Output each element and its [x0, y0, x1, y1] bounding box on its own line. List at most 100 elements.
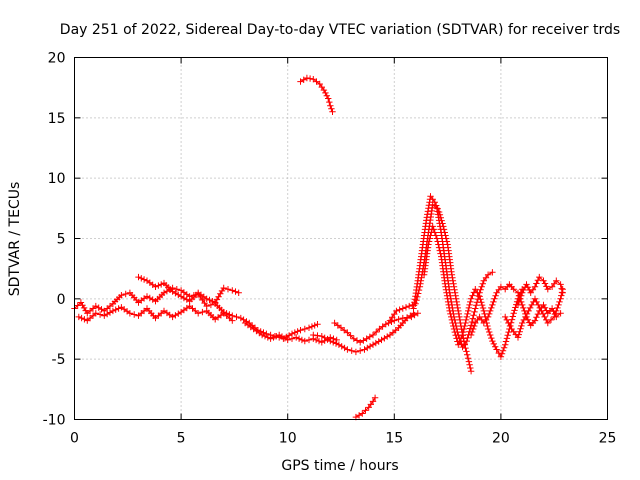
data-point-interp [439, 220, 446, 227]
data-point-interp [270, 334, 277, 341]
data-point [101, 312, 108, 319]
data-point-interp [462, 316, 470, 324]
data-point [433, 235, 441, 242]
data-point-interp [364, 344, 371, 352]
data-point [514, 301, 522, 309]
data-point [229, 317, 236, 324]
data-point [510, 310, 517, 317]
data-point-interp [425, 238, 433, 245]
x-tick-label: 20 [492, 431, 510, 447]
data-point [489, 269, 496, 276]
data-point-interp [375, 338, 382, 345]
data-point-interp [554, 304, 561, 312]
data-point [333, 336, 340, 344]
x-tick-label: 0 [70, 431, 79, 447]
data-point [310, 331, 317, 339]
data-point [480, 307, 487, 315]
data-point [399, 305, 406, 312]
data-point [329, 108, 336, 115]
data-point-interp [233, 313, 240, 321]
data-point [463, 313, 470, 321]
data-point-interp [112, 306, 119, 313]
data-point [489, 337, 496, 345]
data-point-interp [539, 310, 547, 318]
data-point-interp [533, 298, 540, 306]
data-point-interp [547, 316, 555, 324]
data-point [177, 293, 185, 300]
data-point-interp [326, 98, 333, 106]
data-point-interp [321, 334, 328, 341]
data-point-interp [471, 308, 478, 316]
data-point-interp [324, 336, 331, 343]
data-point-interp [440, 226, 448, 233]
data-point-interp [301, 325, 308, 333]
data-point [484, 271, 492, 278]
data-point-interp [433, 202, 440, 209]
data-point-interp [478, 299, 485, 306]
data-point-interp [456, 313, 463, 321]
data-point [455, 341, 462, 348]
data-point [484, 313, 492, 321]
data-point-interp [511, 307, 518, 314]
data-point-interp [172, 290, 179, 297]
data-point [476, 293, 483, 300]
data-point [327, 337, 334, 345]
data-point-interp [172, 312, 179, 319]
data-point-interp [457, 335, 465, 342]
data-point [559, 286, 566, 293]
data-point-interp [173, 286, 180, 293]
data-point-interp [541, 313, 548, 321]
plot-frame [74, 57, 608, 420]
data-point-interp [464, 351, 471, 358]
data-point-interp [131, 311, 138, 318]
data-point-interp [460, 325, 468, 333]
data-point [467, 368, 475, 375]
data-point-interp [487, 307, 494, 315]
data-point-interp [466, 301, 473, 309]
data-point-interp [435, 241, 442, 248]
data-point [160, 289, 168, 296]
data-point-interp [543, 283, 550, 290]
data-point-interp [78, 314, 85, 322]
data-point-interp [322, 89, 329, 97]
data-point-interp [451, 289, 459, 296]
data-point [431, 199, 438, 206]
data-point-interp [199, 308, 206, 316]
data-point-interp [500, 344, 508, 351]
data-point [126, 310, 134, 317]
data-point-interp [435, 244, 443, 251]
data-point-interp [98, 306, 105, 313]
data-point [452, 295, 460, 302]
data-point-interp [323, 92, 330, 99]
data-point [75, 313, 82, 321]
data-point-interp [502, 338, 510, 345]
data-point-interp [468, 318, 476, 326]
data-point-interp [215, 293, 222, 300]
data-point-interp [474, 289, 481, 296]
data-point-interp [294, 328, 301, 335]
data-point-interp [209, 298, 216, 305]
series-track-g [297, 74, 336, 115]
data-point [195, 310, 202, 317]
data-point [369, 341, 377, 348]
data-point-interp [461, 322, 468, 330]
data-point-interp [373, 328, 380, 336]
data-point [557, 295, 564, 302]
data-point [325, 95, 332, 102]
data-point-interp [555, 301, 562, 309]
data-point [352, 348, 360, 356]
data-point-interp [520, 304, 527, 312]
data-point [318, 333, 325, 340]
y-axis-label: SDTVAR / TECUs [7, 182, 23, 297]
data-point-interp [452, 332, 459, 339]
data-point [510, 286, 517, 293]
data-point-interp [522, 313, 529, 321]
data-point-interp [330, 339, 337, 346]
data-point-interp [425, 202, 433, 209]
data-point-interp [285, 332, 293, 339]
data-point [369, 331, 377, 339]
data-point [314, 321, 321, 328]
data-point-interp [486, 310, 493, 318]
data-point-interp [140, 276, 148, 283]
data-point-interp [431, 229, 438, 236]
